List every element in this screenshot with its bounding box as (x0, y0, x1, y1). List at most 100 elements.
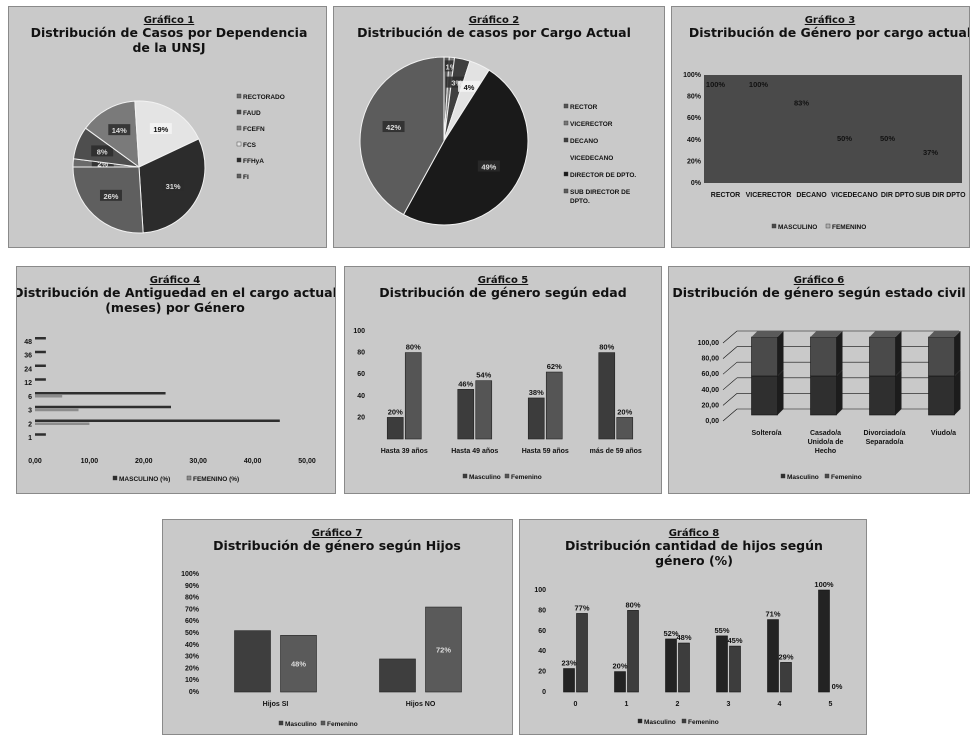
data-label: 100% (749, 80, 769, 89)
data-label: 0% (832, 682, 843, 691)
y-tick-label: 70% (185, 606, 200, 613)
chart-panel-grafico-3: Gráfico 3 Distribución de Género por carg… (671, 6, 970, 248)
y-tick-label: 80% (185, 595, 200, 602)
legend-label: FAUD (243, 110, 261, 117)
data-label: 1% (446, 62, 457, 71)
y-tick-label: 60% (687, 115, 702, 122)
legend-swatch (824, 473, 830, 479)
bar-femenino (404, 352, 422, 440)
data-label: 80% (599, 343, 614, 352)
legend-swatch (186, 475, 192, 481)
y-tick-label: 0,00 (705, 418, 719, 425)
bar-top (810, 331, 843, 337)
bar-masculino (35, 350, 46, 354)
data-label: 8% (97, 147, 108, 156)
y-tick-label: 20 (538, 669, 546, 676)
legend-label: Femenino (831, 474, 862, 481)
data-label: 80% (406, 343, 421, 352)
x-tick-label: DIR DPTO (881, 192, 915, 199)
data-label: 23% (561, 659, 576, 668)
data-label: 71% (765, 610, 780, 619)
y-tick-label: 6 (28, 394, 32, 401)
data-label-box (477, 160, 500, 172)
chart-caption: Gráfico 5 (478, 274, 529, 286)
legend-label: Femenino (511, 474, 542, 481)
y-tick-label: 100 (534, 587, 546, 594)
y-tick-label: 1 (28, 435, 32, 442)
bar-masculino (379, 658, 416, 693)
bar-masculino (457, 389, 475, 440)
legend-swatch (320, 720, 326, 726)
data-label: 4% (464, 83, 475, 92)
bar-masculino (386, 417, 404, 440)
data-label: 48% (291, 660, 306, 669)
legend-label: MASCULINO (778, 224, 817, 231)
x-tick-label: 0,00 (28, 458, 42, 465)
data-label-box (91, 157, 114, 169)
y-tick-label: 100% (683, 72, 702, 79)
x-tick-label: Hasta 59 años (522, 448, 569, 455)
bar-side (777, 331, 784, 376)
bar-femenino (35, 422, 90, 425)
data-label: 48% (676, 633, 691, 642)
bar-masculino (818, 589, 830, 693)
y-tick-label: 100 (353, 328, 365, 335)
legend-swatch (780, 473, 786, 479)
gridline-depth (722, 361, 738, 375)
pie-slice (402, 69, 529, 226)
legend-label: DECANO (570, 138, 598, 145)
bar-masculino (35, 378, 46, 381)
data-label: 2% (97, 160, 108, 169)
legend-label: Masculino (285, 721, 317, 728)
y-tick-label: 50% (185, 630, 200, 637)
y-tick-label: 40% (185, 642, 200, 649)
chart-title-line: género (%) (655, 553, 733, 568)
data-label-box (439, 60, 462, 72)
bar-femenino (678, 642, 690, 693)
legend-label: FCEFN (243, 126, 265, 133)
chart-title-line: (meses) por Género (105, 300, 245, 315)
y-tick-label: 60 (357, 371, 365, 378)
x-tick-label: 2 (676, 701, 680, 708)
legend-label: FCS (243, 142, 257, 149)
chart-panel-grafico-4: Gráfico 4 Distribución de Antiguedad en e… (16, 266, 336, 494)
bar-top (928, 331, 961, 337)
x-tick-label: Hasta 49 años (451, 448, 498, 455)
legend-swatch (637, 718, 643, 724)
bar-side (777, 370, 784, 415)
chart-title-line: Distribución de género según Hijos (213, 538, 461, 553)
bar-side (954, 331, 961, 376)
bar-masculino (810, 375, 837, 416)
bar-masculino (716, 635, 728, 693)
y-tick-label: 0% (691, 180, 702, 187)
bar-femenino (576, 613, 588, 693)
data-label: 80% (625, 600, 640, 609)
bar-femenino (869, 336, 896, 377)
legend-label: RECTOR (570, 104, 598, 111)
x-tick-label: 40,00 (244, 458, 262, 465)
y-tick-label: 0 (542, 689, 546, 696)
x-tick-label: Viudo/a (931, 430, 956, 437)
chart-caption: Gráfico 2 (469, 14, 520, 26)
y-tick-label: 80,00 (701, 356, 719, 363)
x-tick-label: Hijos NO (406, 701, 436, 708)
bar-masculino (767, 619, 779, 693)
x-tick-label: Casado/a (810, 430, 841, 437)
legend-swatch (563, 188, 569, 194)
chart-panel-grafico-1: Gráfico 1 Distribución de Casos por Depen… (8, 6, 327, 248)
x-tick-label: más de 59 años (590, 448, 642, 455)
x-tick-label: Hecho (815, 448, 836, 455)
legend-swatch (236, 173, 242, 179)
chart-title-line: Distribución de género según edad (379, 285, 626, 300)
x-tick-label: SUB DIR DPTO (915, 192, 966, 199)
bar-masculino (35, 405, 171, 409)
legend-label: SUB DIRECTOR DE (570, 189, 631, 196)
chart-caption: Gráfico 3 (805, 14, 856, 26)
legend-label: FEMENINO (%) (193, 476, 239, 483)
data-label: 52% (663, 629, 678, 638)
y-tick-label: 3 (28, 408, 32, 415)
bar-femenino (475, 380, 493, 440)
